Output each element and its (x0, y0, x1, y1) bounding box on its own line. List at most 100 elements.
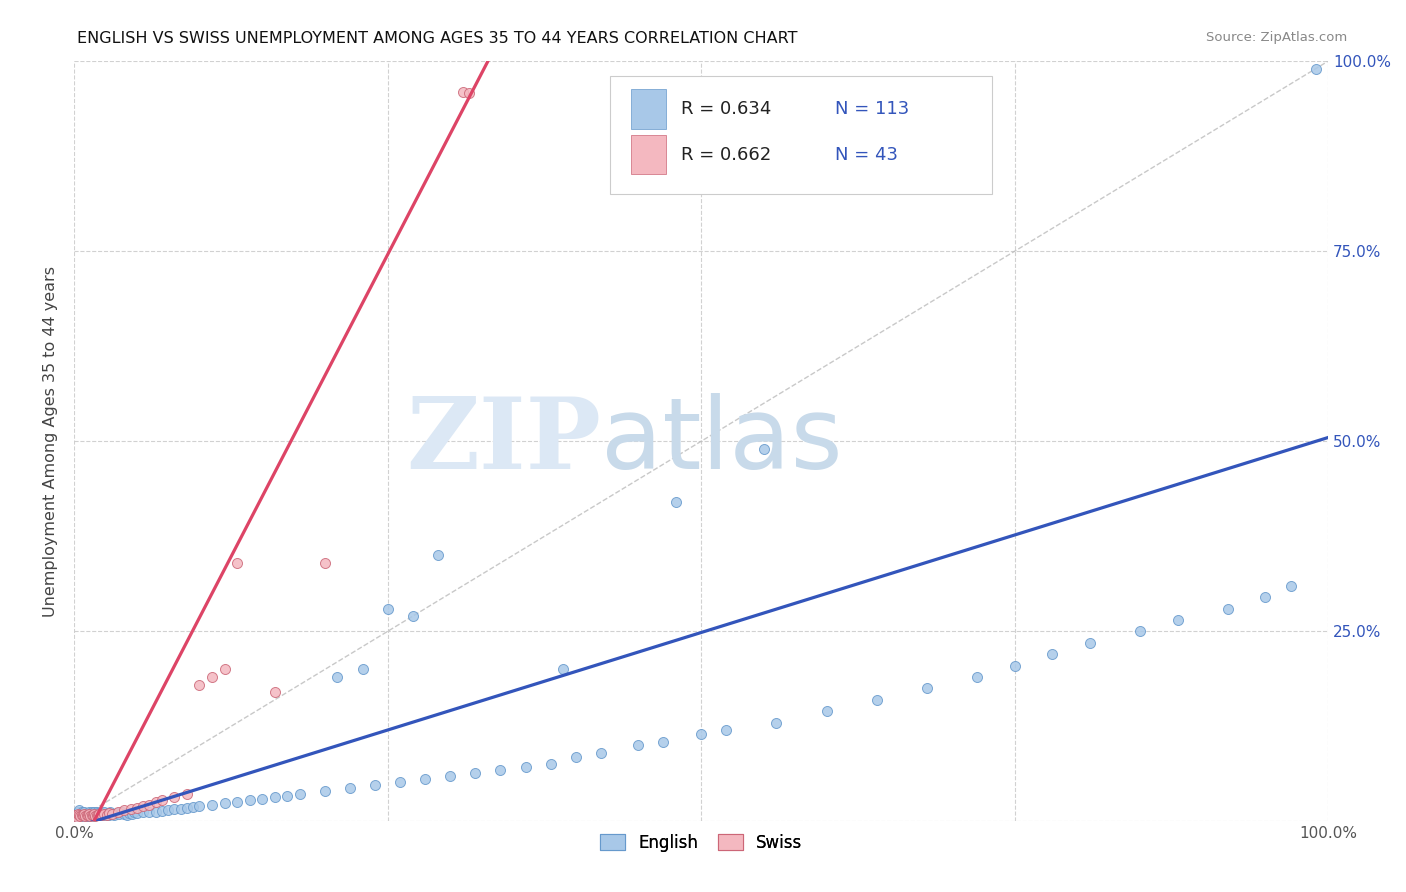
Point (86, 807, 108, 822)
Point (589, 746, 612, 760)
Point (145, 796, 167, 810)
Point (103, 807, 125, 822)
Point (489, 763, 512, 777)
Point (163, 802, 186, 816)
Point (77, 808, 100, 822)
Point (288, 787, 311, 801)
Text: N = 113: N = 113 (835, 100, 910, 118)
Text: atlas: atlas (600, 392, 842, 490)
Point (125, 801, 148, 815)
Point (120, 802, 142, 816)
Point (170, 801, 193, 815)
Point (89, 806, 111, 821)
Point (73, 808, 96, 822)
Point (1279, 579, 1302, 593)
Point (1004, 658, 1026, 673)
Point (75, 809, 97, 823)
Point (100, 806, 122, 821)
Point (1129, 624, 1152, 639)
Point (69, 806, 91, 821)
Point (77, 805, 100, 820)
Point (67, 803, 90, 817)
Point (84, 806, 107, 821)
Point (70, 808, 93, 822)
Point (540, 756, 562, 771)
Point (564, 749, 586, 764)
Point (65, 808, 87, 822)
Point (67, 808, 90, 822)
Point (263, 790, 285, 805)
Point (75, 810, 97, 824)
Point (87, 808, 110, 822)
Point (966, 670, 988, 684)
Point (83, 805, 105, 820)
Point (65, 806, 87, 821)
Point (214, 796, 236, 810)
Text: R = 0.662: R = 0.662 (681, 145, 772, 163)
Point (100, 805, 122, 820)
Point (94, 806, 117, 821)
Point (67, 808, 90, 822)
Point (84, 809, 107, 823)
Text: ZIP: ZIP (406, 392, 600, 490)
Point (1305, 62, 1327, 76)
Point (73, 806, 96, 821)
Point (1167, 613, 1189, 627)
Point (239, 793, 262, 807)
FancyBboxPatch shape (631, 135, 666, 175)
Point (76, 807, 98, 822)
FancyBboxPatch shape (631, 89, 666, 128)
Point (107, 805, 129, 820)
Point (96, 807, 118, 822)
Point (515, 760, 537, 774)
Point (1216, 601, 1239, 615)
Point (690, 727, 713, 741)
Point (124, 805, 146, 820)
Point (105, 806, 128, 821)
Point (76, 809, 98, 823)
Point (451, 85, 474, 99)
Text: N = 43: N = 43 (835, 145, 898, 163)
Point (91, 808, 114, 822)
Point (250, 791, 273, 805)
Point (70, 805, 93, 820)
Point (1040, 647, 1063, 661)
Point (464, 765, 486, 780)
Point (188, 677, 211, 691)
Point (138, 797, 160, 812)
Point (93, 806, 115, 821)
Point (263, 685, 285, 699)
Point (79, 809, 101, 823)
Point (815, 704, 838, 718)
Point (314, 784, 336, 798)
Point (77, 806, 100, 821)
Point (276, 789, 298, 803)
Point (98, 806, 121, 821)
Point (188, 799, 211, 814)
Point (80, 807, 103, 822)
Point (201, 670, 224, 684)
Point (714, 723, 737, 738)
Point (665, 495, 688, 509)
Point (145, 805, 167, 819)
Point (84, 808, 107, 822)
Point (90, 806, 112, 821)
Point (86, 805, 108, 819)
Point (79, 809, 101, 823)
Text: R = 0.634: R = 0.634 (681, 100, 772, 118)
Point (181, 800, 204, 814)
Point (82, 806, 104, 821)
Point (426, 549, 449, 563)
Legend: English, Swiss: English, Swiss (593, 828, 810, 859)
Point (866, 693, 889, 707)
Point (70, 807, 93, 822)
Point (121, 806, 143, 821)
Y-axis label: Unemployment Among Ages 35 to 44 years: Unemployment Among Ages 35 to 44 years (44, 266, 58, 616)
Point (97, 806, 120, 821)
Point (89, 806, 111, 821)
Point (111, 805, 134, 820)
Point (82, 808, 104, 822)
Point (163, 790, 186, 805)
Point (83, 809, 105, 823)
FancyBboxPatch shape (610, 77, 993, 194)
